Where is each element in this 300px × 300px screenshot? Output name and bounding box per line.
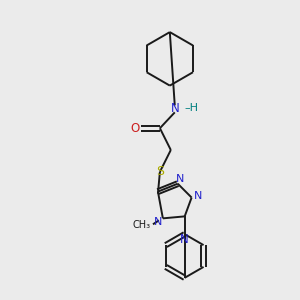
Text: O: O (130, 122, 140, 135)
Text: N: N (176, 174, 184, 184)
Text: S: S (156, 165, 164, 178)
Text: N: N (154, 217, 162, 227)
Text: N: N (180, 233, 189, 246)
Text: CH₃: CH₃ (132, 220, 150, 230)
Text: N: N (194, 190, 203, 201)
Text: N: N (170, 102, 179, 115)
Text: –H: –H (185, 103, 199, 113)
